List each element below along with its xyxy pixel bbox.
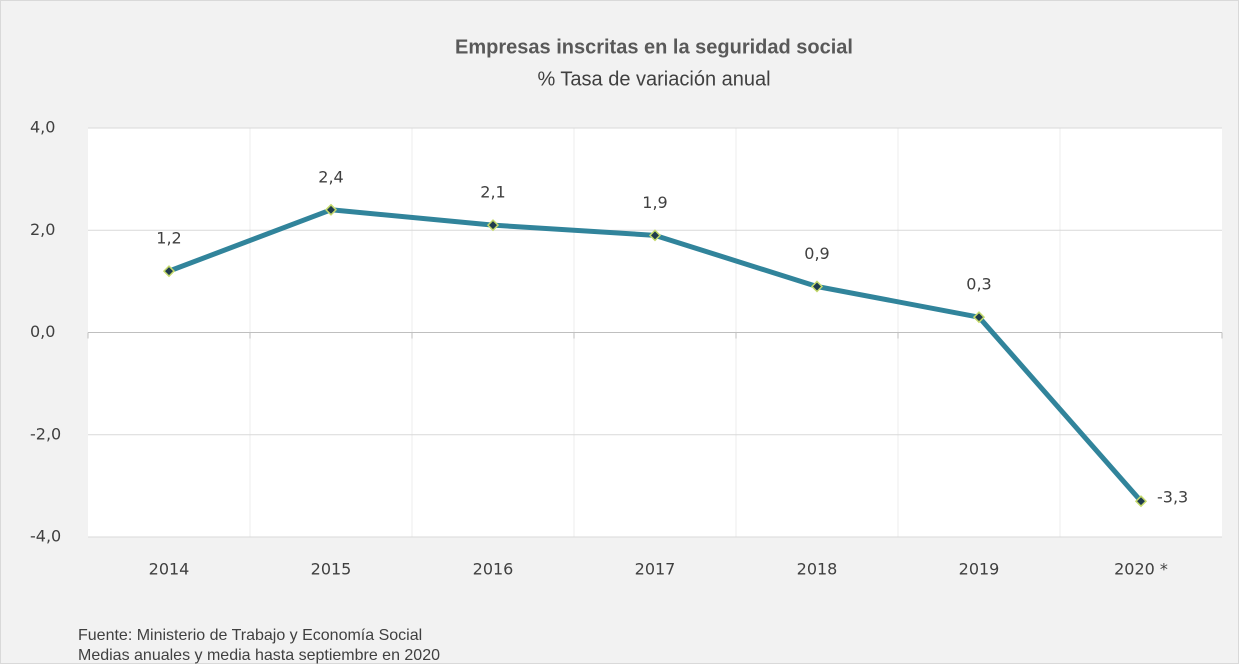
data-point (972, 311, 986, 324)
x-tick-label: 2017 (635, 560, 676, 579)
y-tick-label: 2,0 (30, 220, 55, 239)
data-point (324, 203, 338, 216)
data-label: 1,2 (156, 229, 181, 248)
data-point (648, 229, 662, 242)
y-tick-label: 0,0 (30, 322, 55, 341)
y-tick-label: -4,0 (30, 527, 61, 546)
data-point (810, 280, 824, 293)
x-tick-label: 2020 * (1114, 560, 1168, 579)
data-label: 2,4 (318, 167, 343, 186)
data-label: 0,3 (966, 275, 991, 294)
source-note: Fuente: Ministerio de Trabajo y Economía… (78, 627, 422, 644)
source-note: Medias anuales y media hasta septiembre … (78, 647, 440, 664)
x-tick-label: 2014 (149, 560, 190, 579)
chart-title: Empresas inscritas en la seguridad socia… (455, 36, 853, 58)
chart-subtitle: % Tasa de variación anual (537, 68, 770, 90)
data-point (1134, 495, 1148, 508)
y-tick-label: 4,0 (30, 118, 55, 137)
data-label: 1,9 (642, 193, 667, 212)
x-tick-label: 2018 (797, 560, 838, 579)
data-point (162, 265, 176, 278)
data-point (486, 219, 500, 232)
y-tick-label: -2,0 (30, 424, 61, 443)
x-tick-label: 2019 (959, 560, 1000, 579)
data-label: -3,3 (1157, 488, 1188, 507)
data-label: 0,9 (804, 244, 829, 263)
data-label: 2,1 (480, 183, 505, 202)
x-tick-label: 2015 (311, 560, 352, 579)
x-tick-label: 2016 (473, 560, 514, 579)
